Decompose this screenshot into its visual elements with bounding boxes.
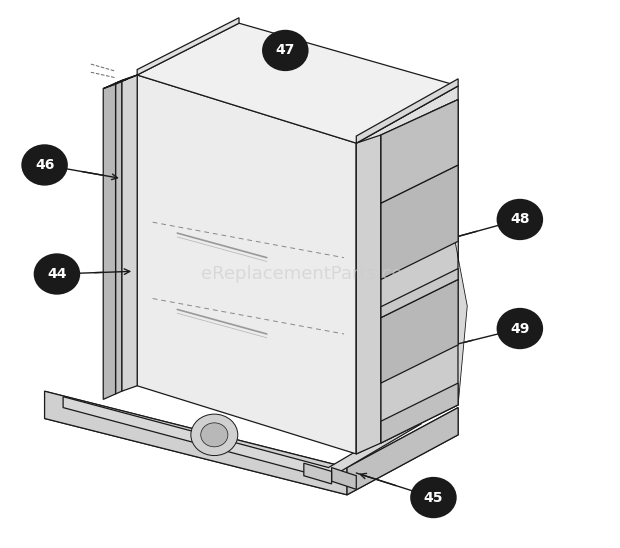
Polygon shape — [137, 18, 239, 75]
Circle shape — [498, 309, 542, 348]
Text: 47: 47 — [276, 43, 295, 58]
Polygon shape — [137, 75, 356, 454]
Polygon shape — [347, 408, 458, 495]
Polygon shape — [381, 269, 458, 318]
Text: 44: 44 — [47, 267, 67, 281]
Polygon shape — [63, 397, 421, 478]
Polygon shape — [45, 391, 347, 495]
Circle shape — [498, 200, 542, 239]
Circle shape — [22, 145, 67, 185]
Polygon shape — [304, 463, 332, 484]
Polygon shape — [356, 79, 458, 143]
Text: 49: 49 — [510, 322, 529, 335]
Circle shape — [191, 414, 238, 455]
Polygon shape — [115, 81, 122, 394]
Polygon shape — [137, 23, 458, 143]
Text: 48: 48 — [510, 213, 529, 226]
Polygon shape — [356, 86, 458, 454]
Polygon shape — [381, 279, 458, 383]
Polygon shape — [45, 391, 458, 495]
Text: eReplacementParts.com: eReplacementParts.com — [200, 265, 420, 283]
Text: 46: 46 — [35, 158, 55, 172]
Polygon shape — [115, 75, 137, 83]
Circle shape — [263, 31, 308, 70]
Polygon shape — [332, 467, 356, 489]
Text: 45: 45 — [423, 490, 443, 505]
Circle shape — [35, 254, 79, 294]
Circle shape — [201, 423, 228, 447]
Polygon shape — [122, 75, 137, 391]
Polygon shape — [104, 83, 115, 399]
Polygon shape — [381, 165, 458, 279]
Polygon shape — [381, 100, 458, 443]
Polygon shape — [104, 79, 128, 89]
Polygon shape — [431, 100, 467, 405]
Polygon shape — [356, 135, 381, 454]
Polygon shape — [381, 383, 458, 443]
Circle shape — [411, 478, 456, 517]
Polygon shape — [381, 100, 458, 203]
